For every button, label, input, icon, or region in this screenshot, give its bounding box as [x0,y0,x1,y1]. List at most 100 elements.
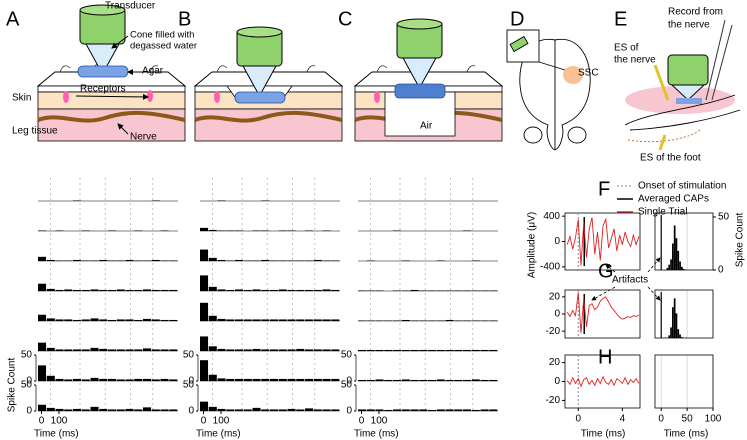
psth-bar [322,349,331,351]
psth-bar [243,349,252,351]
psth-bar [90,260,99,261]
psth-bar [375,320,384,321]
psth-bar [375,349,384,351]
psth-bar [489,320,498,321]
x-axis-label: Time (ms) [196,429,241,440]
y-tick-label: 50 [341,380,353,391]
psth-bar [116,319,125,321]
psth-bar [375,409,384,411]
psth-bar [419,349,428,351]
psth-bar [305,289,314,291]
psth-bar [169,260,178,261]
psth-bar [81,260,90,261]
label-cone: Cone filled with [130,30,194,41]
x-tick-label: 50 [682,414,694,425]
psth-bar [252,230,261,231]
psth-bar [160,409,169,411]
psth-bar [454,409,463,411]
psth-bar [463,230,472,231]
psth-bar [463,320,472,321]
psth-bar [463,379,472,381]
psth-bar [46,318,55,321]
psth-bar [410,409,419,411]
psth-bar [200,401,209,411]
psth-bar [322,289,331,291]
psth-bar [393,349,402,351]
psth-bar [134,378,143,381]
psth-bar [116,349,125,351]
psth-bar [55,408,64,411]
y-tick-label: -20 [546,326,561,337]
psth-bar [261,349,270,351]
x-tick-label: 100 [705,414,722,425]
psth-bar [73,289,82,291]
psth-bar [296,348,305,351]
psth-bar [143,260,152,261]
psth-bar [375,290,384,291]
psth-bar [375,379,384,381]
psth-bar [143,318,152,321]
psth-bar [252,378,261,381]
label-transducer: Transducer [105,1,156,12]
psth-bar [99,259,108,261]
x-tick-label: 100 [51,416,68,427]
psth-bar [410,349,419,351]
psth-bar [217,259,226,261]
psth-bar [454,349,463,351]
psth-bar [366,409,375,411]
psth-bar [73,408,82,411]
psth-bar [313,289,322,291]
label-es-foot: ES of the foot [640,153,701,164]
psth-bar [134,409,143,411]
panel-letter: A [6,8,20,30]
psth-bar [436,290,445,291]
psth-bar [235,230,244,231]
label-ssc: SSC [578,68,599,79]
psth-bar [55,230,64,231]
psth-bar [366,290,375,291]
psth-bar [134,349,143,351]
psth-bar [38,342,47,351]
psth-bar [125,289,134,291]
psth-bar [401,349,410,351]
psth-bar [278,289,287,291]
schematic-c [353,18,504,143]
plot-frame [654,212,714,271]
psth-bar [489,290,498,291]
psth-bar [38,314,47,321]
psth-bar [287,349,296,351]
x-tick-label: 0 [658,414,664,425]
psth-bar [489,379,498,381]
y-tick-label: 50 [183,380,195,391]
psth-bar [471,349,480,351]
psth-bar [235,289,244,291]
panel-letter: E [614,8,627,30]
psth-bar [428,349,437,351]
psth-bar [55,289,64,291]
psth-bar [200,360,209,381]
psth-bar [305,378,314,381]
psth-bar [366,349,375,351]
panel-letter: C [338,8,352,30]
psth-bar [81,319,90,321]
psth-bar [270,349,279,351]
psth-bar [278,260,287,261]
y-tick-label: 0 [346,406,352,417]
hist-bar [679,334,681,338]
psth-bar [261,200,270,201]
hist-bar [668,335,671,338]
psth-bar [208,315,217,321]
psth-bar [143,289,152,291]
psth-bar [235,349,244,351]
psth-bar [169,379,178,381]
x-tick-label: 0 [575,414,581,425]
psth-bar [243,409,252,411]
psth-bar [428,290,437,291]
psth-bar [134,230,143,231]
psth-bar [208,229,217,231]
psth-bar [81,379,90,381]
psth-bar [64,409,73,411]
psth-bar [410,320,419,321]
psth-bar [401,290,410,291]
label-es-nerve: ES of [614,43,639,54]
